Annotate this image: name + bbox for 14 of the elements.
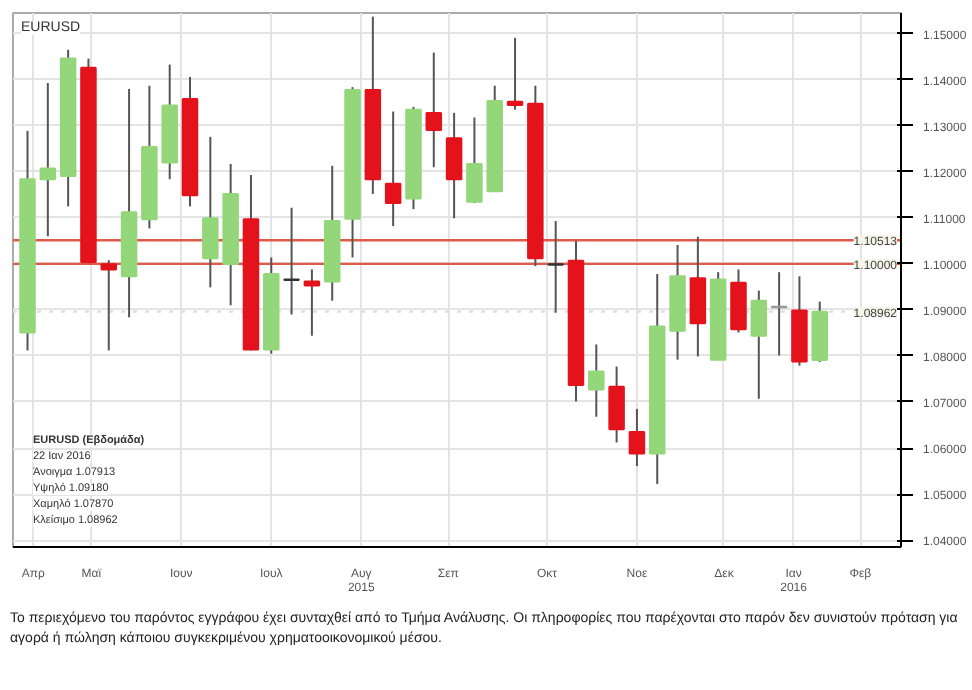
candlestick: [384, 110, 402, 228]
candlestick: [506, 36, 524, 111]
candlestick: [730, 268, 747, 334]
candlestick: [425, 51, 443, 169]
candlestick: [100, 259, 118, 352]
candlestick: [445, 111, 463, 220]
candlestick: [750, 289, 768, 400]
candlestick: [689, 235, 707, 358]
candlestick: [588, 343, 605, 418]
candlestick: [547, 220, 564, 314]
candlestick: [39, 81, 57, 238]
candlestick: [628, 407, 646, 467]
candlestick: [608, 365, 625, 444]
candlestick: [303, 268, 321, 337]
